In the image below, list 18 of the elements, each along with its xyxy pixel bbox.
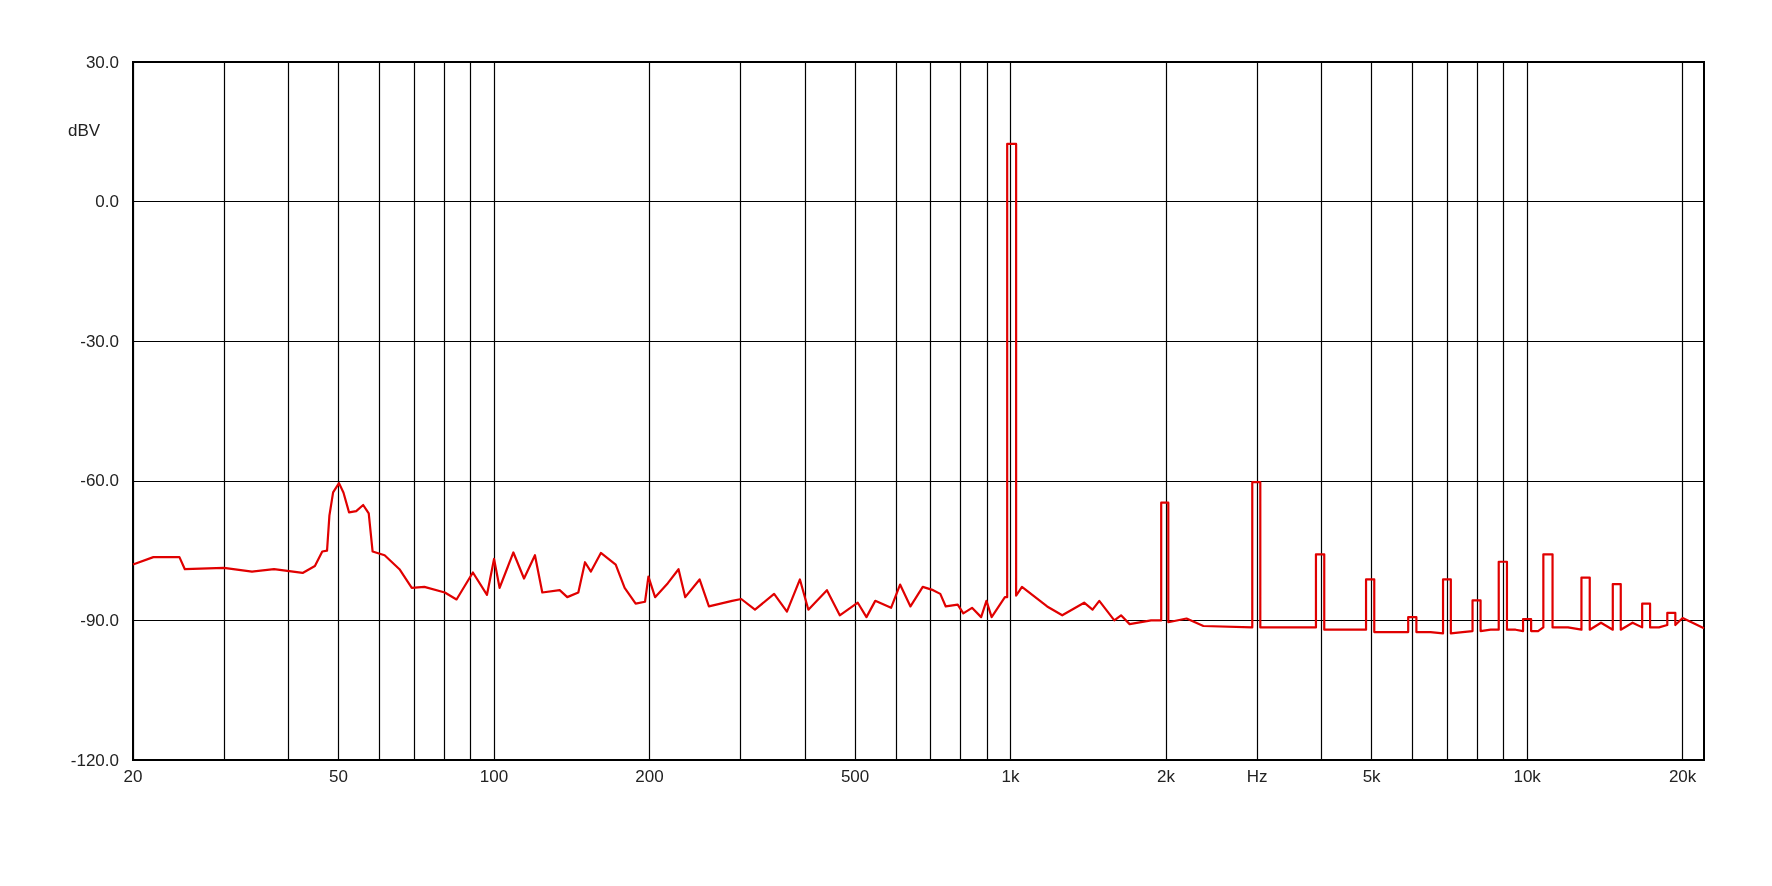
x-tick-label: 200	[635, 767, 664, 786]
y-tick-label: 30.0	[85, 52, 119, 72]
x-tick-label: 2k	[1157, 767, 1176, 786]
x-tick-label: 5k	[1362, 767, 1382, 786]
x-tick-label: 100	[479, 767, 509, 786]
x-tick-label: 20	[123, 767, 143, 786]
y-axis-title: dBV	[68, 120, 101, 140]
y-tick-label: -60.0	[80, 471, 119, 491]
x-tick-label: 10k	[1513, 767, 1542, 786]
y-tick-label: -90.0	[80, 610, 119, 630]
x-tick-label: 500	[840, 767, 870, 786]
y-tick-label: -30.0	[80, 331, 119, 351]
x-tick-label: 50	[329, 767, 349, 786]
y-tick-label: 0.0	[95, 192, 119, 212]
y-tick-label: -120.0	[70, 750, 119, 770]
x-tick-label: Hz	[1246, 767, 1268, 786]
x-tick-label: 20k	[1668, 767, 1697, 786]
x-tick-label: 1k	[1001, 767, 1021, 786]
